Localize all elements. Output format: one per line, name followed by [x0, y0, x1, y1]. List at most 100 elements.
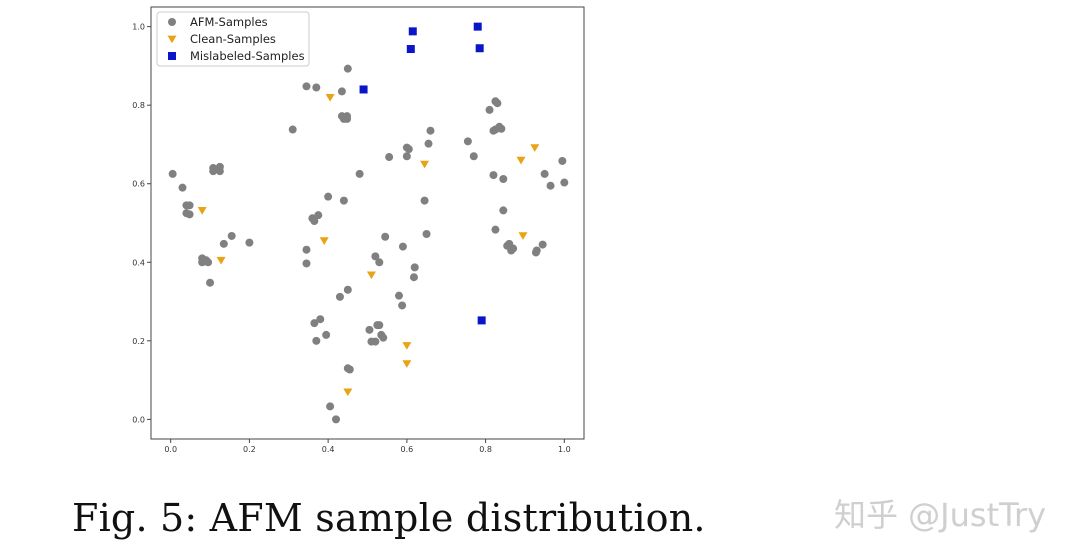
afm-sample-point: [335, 292, 344, 301]
afm-sample-point: [204, 258, 213, 267]
clean-sample-point: [343, 388, 353, 397]
afm-sample-point: [206, 278, 215, 287]
x-tick-label: 0.6: [400, 445, 413, 454]
afm-sample-point: [310, 217, 319, 226]
afm-sample-point: [178, 183, 187, 192]
legend-marker: [167, 35, 177, 44]
legend-label: AFM-Samples: [190, 15, 268, 29]
clean-sample-point: [325, 93, 335, 102]
afm-sample-point: [375, 321, 384, 330]
clean-sample-point: [402, 360, 412, 368]
afm-sample-point: [422, 229, 431, 238]
clean-sample-point: [197, 207, 207, 215]
legend: AFM-Samples Clean-Samples Mislabeled-Sampl…: [156, 11, 310, 67]
afm-sample-point: [302, 259, 311, 268]
x-tick-label: 0.2: [243, 445, 256, 454]
afm-sample-point: [337, 87, 346, 96]
afm-sample-point: [198, 258, 207, 267]
afm-sample-point: [343, 114, 352, 123]
clean-sample-point: [319, 237, 329, 245]
afm-sample-point: [288, 125, 297, 134]
afm-sample-point: [227, 231, 236, 240]
afm-sample-point: [312, 83, 321, 92]
mislabeled-sample-point: [477, 316, 486, 325]
afm-sample-point: [398, 301, 407, 310]
afm-sample-point: [302, 245, 311, 254]
afm-sample-point: [463, 137, 472, 146]
afm-sample-point: [410, 263, 419, 272]
afm-sample-point: [343, 285, 352, 294]
afm-sample-point: [540, 169, 549, 178]
legend-box: [156, 11, 310, 67]
afm-sample-point: [560, 178, 569, 187]
afm-sample-point: [493, 99, 502, 108]
afm-sample-point: [371, 252, 380, 261]
afm-sample-point: [489, 171, 498, 180]
afm-sample-point: [558, 156, 567, 165]
afm-sample-point: [302, 82, 311, 91]
afm-sample-point: [409, 273, 418, 282]
plot-area: [150, 6, 585, 440]
x-tick-label: 0.8: [479, 445, 492, 454]
afm-sample-point: [499, 206, 508, 215]
axis-ticks: 0.0 0.2 0.4 0.6 0.8 1.0 0.0 0.2 0.4 0.6 0.8 1.0: [132, 23, 570, 454]
afm-sample-point: [385, 153, 394, 162]
afm-sample-point: [546, 181, 555, 190]
legend-marker: [168, 18, 176, 26]
data-points: [168, 22, 569, 424]
afm-sample-point: [531, 248, 540, 257]
afm-sample-point: [394, 291, 403, 300]
clean-sample-point: [530, 144, 540, 152]
clean-sample-point: [366, 271, 376, 280]
afm-sample-point: [345, 365, 354, 374]
afm-sample-point: [322, 330, 331, 339]
afm-sample-point: [402, 152, 411, 161]
afm-sample-point: [332, 415, 341, 424]
clean-sample-point: [216, 256, 226, 265]
afm-sample-point: [379, 333, 388, 342]
afm-sample-point: [381, 232, 390, 241]
afm-sample-point: [469, 152, 478, 161]
y-tick-label: 0.0: [132, 415, 145, 424]
afm-sample-point: [371, 337, 380, 346]
x-tick-label: 0.4: [322, 445, 335, 454]
legend-label: Mislabeled-Samples: [190, 49, 305, 63]
mislabeled-sample-point: [408, 27, 417, 36]
afm-sample-point: [209, 167, 218, 176]
mislabeled-sample-point: [359, 85, 368, 94]
watermark-text: 知乎 @JustTry: [834, 496, 1047, 534]
legend-label: Clean-Samples: [190, 32, 276, 46]
afm-sample-point: [485, 105, 494, 114]
afm-sample-point: [398, 242, 407, 251]
afm-sample-point: [314, 211, 323, 220]
y-tick-label: 0.4: [132, 258, 145, 267]
x-tick-label: 0.0: [164, 445, 177, 454]
afm-sample-point: [219, 239, 228, 248]
y-tick-label: 0.2: [132, 337, 145, 346]
afm-sample-point: [312, 336, 321, 345]
afm-sample-point: [316, 315, 325, 324]
legend-marker: [168, 52, 176, 60]
afm-sample-point: [424, 139, 433, 148]
mislabeled-sample-point: [473, 22, 482, 31]
mislabeled-sample-point: [475, 44, 484, 53]
afm-sample-point: [491, 225, 500, 234]
x-tick-label: 1.0: [558, 445, 571, 454]
figure-caption: Fig. 5: AFM sample distribution.: [72, 496, 706, 540]
afm-sample-point: [245, 238, 254, 247]
afm-sample-point: [185, 210, 194, 219]
afm-sample-point: [420, 196, 429, 205]
afm-sample-point: [538, 240, 547, 249]
afm-sample-point: [215, 167, 224, 176]
afm-sample-point: [339, 196, 348, 205]
afm-sample-point: [343, 64, 352, 73]
clean-sample-point: [402, 342, 412, 350]
clean-sample-point: [516, 156, 526, 165]
clean-sample-point: [420, 160, 430, 169]
afm-sample-point: [310, 319, 319, 328]
clean-sample-point: [518, 232, 528, 240]
afm-sample-point: [509, 244, 518, 253]
afm-sample-point: [499, 175, 508, 184]
afm-sample-point: [324, 192, 333, 201]
